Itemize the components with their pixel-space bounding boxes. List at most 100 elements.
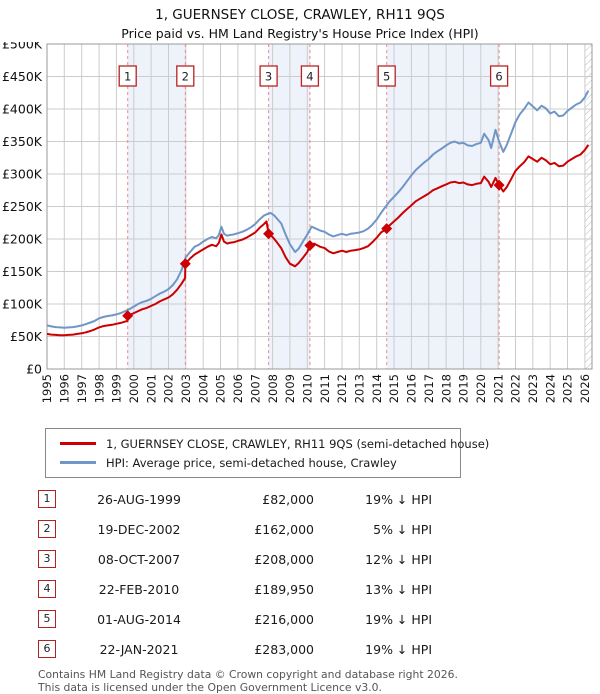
y-axis-label: £300K (2, 167, 43, 182)
sale-date: 01-AUG-2014 (97, 611, 181, 627)
y-axis-label: £200K (2, 232, 43, 247)
sale-point-marker (493, 179, 505, 191)
x-axis-label: 2025 (561, 374, 575, 403)
legend-label-price-paid: 1, GUERNSEY CLOSE, CRAWLEY, RH11 9QS (se… (106, 436, 490, 451)
x-axis-label: 2006 (231, 374, 245, 403)
x-axis-label: 2014 (370, 374, 384, 403)
sale-number-badge: 5 (38, 610, 56, 628)
price-history-chart: 1 2 3 4 5 6 £0 £50K £100K £150K £200K £250K £300K £35… (2, 42, 593, 403)
x-axis-label: 2023 (526, 374, 540, 403)
x-axis-label: 2016 (405, 374, 419, 403)
sale-number-label: 1 (124, 70, 131, 84)
y-axis-label: £250K (2, 199, 43, 214)
x-axis-label: 2013 (353, 374, 367, 403)
legend-label-hpi: HPI: Average price, semi-detached house,… (106, 455, 397, 470)
sale-price: £82,000 (262, 491, 314, 507)
sale-number-box (489, 65, 509, 87)
table-row: 6 22-JAN-2021 £283,000 19% ↓ HPI (38, 638, 600, 660)
sale-point-marker (381, 223, 393, 235)
sale-hpi-diff: 19% ↓ HPI (365, 611, 432, 627)
plot-border (46, 43, 593, 370)
x-axis-label: 2004 (196, 374, 210, 403)
price-line-swatch (60, 442, 96, 445)
x-axis-label: 1996 (58, 374, 72, 403)
y-axis-label: £450K (2, 69, 43, 84)
table-row: 3 08-OCT-2007 £208,000 12% ↓ HPI (38, 548, 600, 570)
sale-number-badge: 3 (38, 550, 56, 568)
sale-number-badge: 1 (38, 490, 56, 508)
x-axis-label: 1998 (92, 374, 106, 403)
sale-point-marker (122, 310, 134, 322)
chart-legend: 1, GUERNSEY CLOSE, CRAWLEY, RH11 9QS (se… (45, 428, 489, 478)
sale-number-badge: 4 (38, 580, 56, 598)
x-axis-label: 2005 (214, 374, 228, 403)
y-axis-label: £50K (10, 329, 43, 344)
sale-number-label: 5 (383, 70, 390, 84)
page-subtitle: Price paid vs. HM Land Registry's House … (121, 26, 479, 41)
sale-hpi-diff: 19% ↓ HPI (365, 641, 432, 657)
sale-date: 22-FEB-2010 (98, 581, 180, 597)
sale-hpi-diff: 19% ↓ HPI (365, 491, 432, 507)
sale-date: 19-DEC-2002 (97, 521, 181, 537)
x-axis-label: 2010 (300, 374, 314, 403)
sale-number-label: 2 (182, 70, 189, 84)
sale-date: 08-OCT-2007 (97, 551, 181, 567)
sale-price: £208,000 (254, 551, 314, 567)
license-line-1: Contains HM Land Registry data © Crown c… (38, 668, 458, 681)
x-axis-label: 2002 (162, 374, 176, 403)
sale-price: £216,000 (254, 611, 314, 627)
x-axis-label: 2008 (266, 374, 280, 403)
sale-number-box (176, 65, 195, 87)
x-axis-label: 1999 (110, 374, 124, 403)
sale-number-box (259, 65, 278, 87)
sale-hpi-diff: 13% ↓ HPI (365, 581, 432, 597)
x-axis-label: 2012 (335, 374, 349, 403)
sale-point-marker (179, 258, 191, 270)
sale-hpi-diff: 5% ↓ HPI (373, 521, 432, 537)
x-axis-label: 2017 (422, 374, 436, 403)
license-line-2: This data is licensed under the Open Gov… (38, 681, 382, 694)
x-axis-label: 1995 (40, 374, 54, 403)
x-axis-label: 2018 (439, 374, 453, 403)
sale-number-label: 3 (265, 70, 272, 84)
x-axis-label: 2009 (283, 374, 297, 403)
x-axis-label: 2000 (127, 374, 141, 403)
y-axis-label: £150K (2, 264, 43, 279)
x-axis-label: 2003 (179, 374, 193, 403)
y-axis-label: £100K (2, 297, 43, 312)
sale-number-badge: 2 (38, 520, 56, 538)
sales-table: 1 26-AUG-1999 £82,000 19% ↓ HPI 2 19-DEC… (38, 488, 600, 660)
legend-item-price-paid: 1, GUERNSEY CLOSE, CRAWLEY, RH11 9QS (se… (52, 434, 489, 453)
y-axis-label: £500K (2, 42, 43, 52)
sale-price: £189,950 (254, 581, 314, 597)
x-axis-label: 2011 (318, 374, 332, 403)
sale-date: 26-AUG-1999 (97, 491, 181, 507)
legend-item-hpi: HPI: Average price, semi-detached house,… (52, 453, 454, 472)
x-axis-label: 2015 (387, 374, 401, 403)
sale-number-box (118, 65, 137, 87)
sale-point-marker (263, 228, 275, 240)
x-axis-label: 2021 (491, 374, 505, 403)
y-axis-label: £350K (2, 134, 43, 149)
x-axis-label: 2024 (543, 374, 557, 403)
title-block: 1, GUERNSEY CLOSE, CRAWLEY, RH11 9QS Pri… (0, 0, 600, 42)
sale-number-label: 6 (495, 70, 502, 84)
page-title: 1, GUERNSEY CLOSE, CRAWLEY, RH11 9QS (155, 7, 445, 23)
x-axis-label: 2020 (474, 374, 488, 403)
table-row: 5 01-AUG-2014 £216,000 19% ↓ HPI (38, 608, 600, 630)
sale-price: £283,000 (254, 641, 314, 657)
x-axis-label: 2019 (457, 374, 471, 403)
sale-number-label: 4 (306, 70, 313, 84)
sale-price: £162,000 (254, 521, 314, 537)
sale-number-badge: 6 (38, 640, 56, 658)
sale-number-box (377, 65, 396, 87)
sale-hpi-diff: 12% ↓ HPI (365, 551, 432, 567)
sale-point-marker (304, 240, 316, 251)
hpi-line-swatch (60, 461, 96, 464)
table-row: 1 26-AUG-1999 £82,000 19% ↓ HPI (38, 488, 600, 510)
x-axis-label: 2026 (578, 374, 592, 403)
x-axis-label: 1997 (75, 374, 89, 403)
y-axis-label: £0 (26, 362, 42, 377)
y-axis-label: £400K (2, 102, 43, 117)
sale-number-box (300, 65, 320, 87)
